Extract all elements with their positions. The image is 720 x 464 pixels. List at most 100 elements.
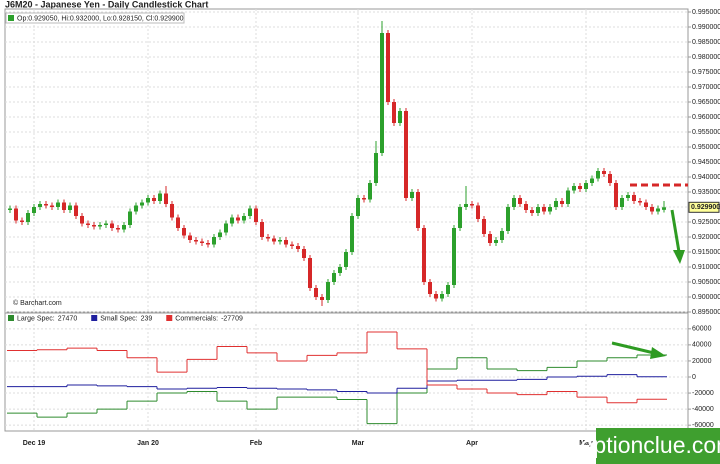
y-tick-label: 0.910000 [692,264,720,271]
y-tick-label: 0.895000 [692,309,720,316]
candle-body [26,213,30,222]
candle-body [212,237,216,245]
candle-body [518,198,522,204]
legend-value: 27470 [58,315,78,322]
candle-body [536,207,540,213]
candle-body [194,240,198,242]
candle-body [20,220,24,222]
legend: Large Spec: 27470 Small Spec: 239 Commercial… [8,315,243,322]
candle-body [236,217,240,221]
candle-body [62,202,66,210]
candle-body [176,217,180,228]
credit: © Barchart.com [13,299,62,307]
candle-body [416,192,420,228]
y-tick-label: 0.995000 [692,9,720,16]
candle-body [206,243,210,245]
legend-label: Commercials: [175,315,218,322]
arrow [670,209,681,253]
candle-body [38,204,42,207]
candle-body [614,183,618,207]
legend-value: -27709 [221,315,243,322]
candle-body [398,111,402,123]
candle-body [134,205,138,212]
candle-body [500,231,504,240]
candle-body [476,205,480,219]
candle-body [470,204,474,206]
y-tick-label: 0.905000 [692,279,720,286]
legend-label: Small Spec: [100,315,137,322]
y-tick-label: -60000 [692,422,714,429]
candle-body [68,205,72,210]
candle-body [530,210,534,213]
y-tick-label: 0.970000 [692,84,720,91]
candle-body [8,208,12,210]
candle-body [644,202,648,207]
legend-swatch [8,315,14,321]
y-tick-label: 0.940000 [692,174,720,181]
candle-body [254,208,258,222]
candle-body [284,240,288,245]
y-tick-label: 60000 [692,326,712,333]
candle-body [116,228,120,230]
candle-body [272,238,276,242]
y-tick-label: 0.980000 [692,54,720,61]
candle-body [446,285,450,294]
candle-body [224,223,228,233]
candle-body [572,186,576,191]
y-tick-label: 0 [692,374,696,381]
x-tick-label: Dec 19 [23,440,46,447]
candle-body [332,273,336,282]
y-tick-label: 0.985000 [692,39,720,46]
last-price-label: 0.929900 [691,204,720,211]
candle-body [86,223,90,225]
candle-body [128,211,132,225]
y-tick-label: 0.950000 [692,144,720,151]
candle-body [104,223,108,225]
candle-body [434,294,438,299]
candle-body [512,198,516,207]
arrow-head [650,347,666,359]
y-tick-label: 0.900000 [692,294,720,301]
arrow [611,341,655,355]
candle-body [242,216,246,221]
grid: 0.995000 0.990000 0.985000 0.980000 0.975000… [5,9,720,447]
last-price-box [688,201,720,213]
candle-body [488,234,492,243]
candle-body [50,205,54,207]
cot-panel [4,312,689,432]
candle-body [410,192,414,198]
y-tick-label: 0.990000 [692,24,720,31]
candle-body [452,228,456,285]
candle-body [362,198,366,200]
candle-body [374,153,378,183]
candle-body [338,267,342,273]
y-tick-label: -40000 [692,406,714,413]
candle-body [548,207,552,212]
candle-body [620,198,624,207]
info-box [5,12,185,24]
candle-body [320,297,324,300]
candle-body [356,198,360,216]
y-tick-label: 0.925000 [692,219,720,226]
candle-body [626,195,630,198]
candle-body [638,201,642,203]
candle-body [32,207,36,213]
candle-body [554,201,558,207]
watermark-box [596,428,720,464]
candle-body [74,205,78,216]
candle-body [80,216,84,224]
candle-body [656,208,660,212]
candle-body [662,207,666,210]
candle-body [542,207,546,212]
candle-body [14,208,18,221]
candle-body [524,204,528,210]
candle-body [650,207,654,212]
candle-body [296,246,300,249]
candle-body [596,171,600,179]
x-tick-label: Apr [466,440,478,447]
y-tick-label: 0.975000 [692,69,720,76]
legend-swatch [91,315,98,321]
watermark: optionclue.com [581,432,720,458]
